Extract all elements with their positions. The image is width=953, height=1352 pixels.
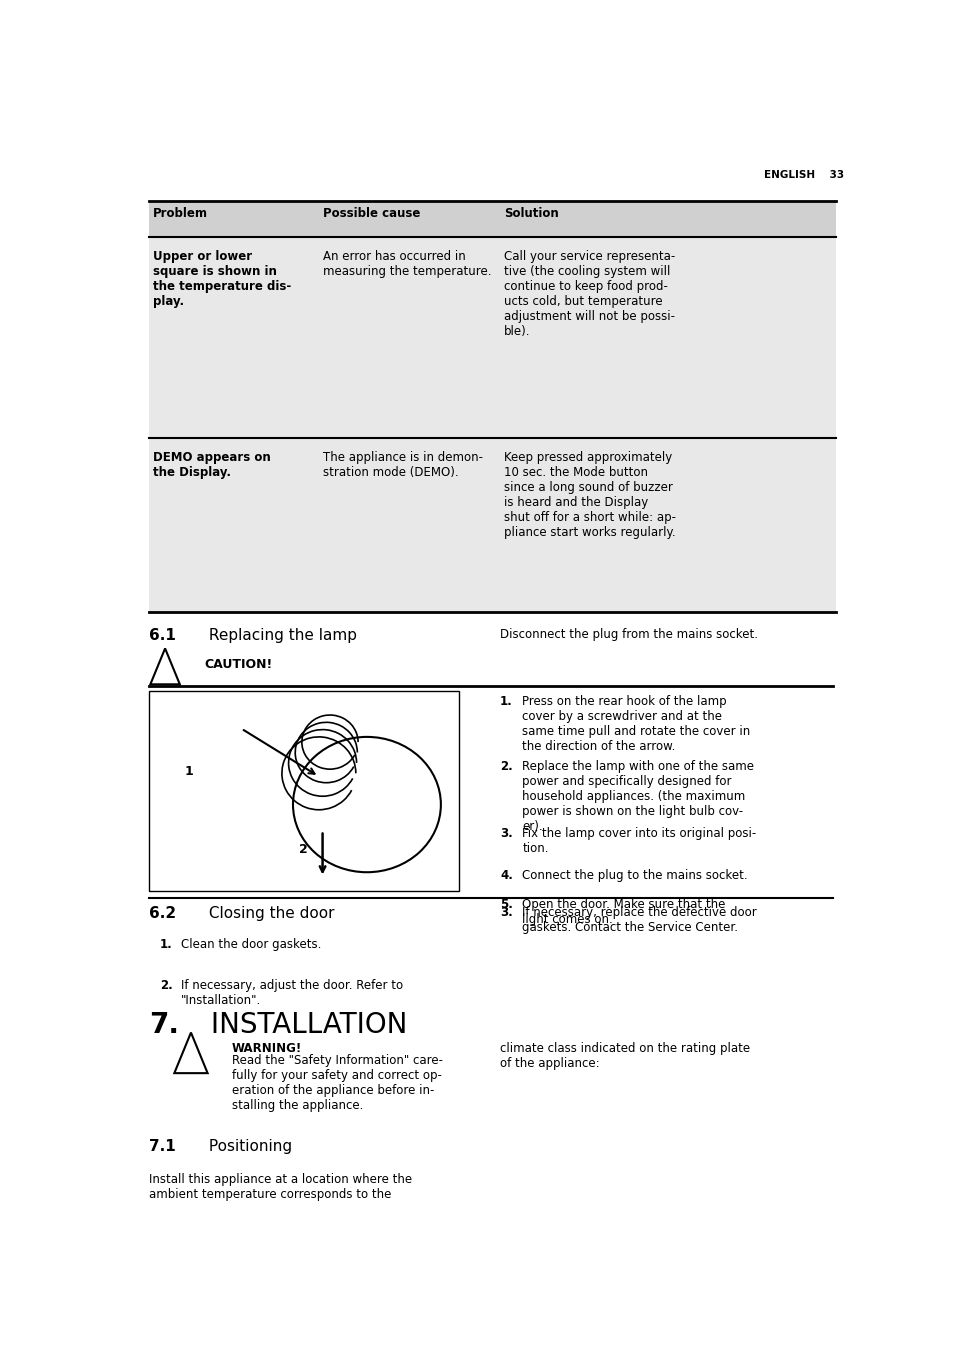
Text: Call your service representa-
tive (the cooling system will
continue to keep foo: Call your service representa- tive (the … [503, 250, 675, 338]
Text: An error has occurred in
measuring the temperature.: An error has occurred in measuring the t… [322, 250, 491, 277]
Text: Clean the door gaskets.: Clean the door gaskets. [180, 938, 320, 950]
Text: DEMO appears on
the Display.: DEMO appears on the Display. [152, 450, 270, 479]
Text: 3.: 3. [499, 827, 512, 841]
Text: Disconnect the plug from the mains socket.: Disconnect the plug from the mains socke… [499, 627, 758, 641]
Text: climate class indicated on the rating plate
of the appliance:: climate class indicated on the rating pl… [499, 1042, 749, 1069]
Text: Press on the rear hook of the lamp
cover by a screwdriver and at the
same time p: Press on the rear hook of the lamp cover… [521, 695, 750, 753]
Text: Keep pressed approximately
10 sec. the Mode button
since a long sound of buzzer
: Keep pressed approximately 10 sec. the M… [503, 450, 675, 538]
Text: Replacing the lamp: Replacing the lamp [204, 627, 357, 642]
Text: 5.: 5. [499, 898, 513, 911]
Text: 6.2: 6.2 [149, 906, 175, 921]
Text: If necessary, replace the defective door
gaskets. Contact the Service Center.: If necessary, replace the defective door… [521, 906, 756, 933]
Text: 7.: 7. [149, 1011, 178, 1038]
Text: Solution: Solution [503, 207, 558, 220]
Text: Possible cause: Possible cause [322, 207, 419, 220]
Text: 2: 2 [298, 842, 308, 856]
Text: 3.: 3. [499, 906, 512, 918]
Text: Replace the lamp with one of the same
power and specifically designed for
househ: Replace the lamp with one of the same po… [521, 760, 754, 833]
Bar [149, 438, 836, 612]
Text: Install this appliance at a location where the
ambient temperature corresponds t: Install this appliance at a location whe… [149, 1174, 412, 1201]
Text: CAUTION!: CAUTION! [204, 658, 273, 671]
Text: 2.: 2. [160, 979, 172, 992]
Text: !: ! [162, 661, 168, 675]
Text: Connect the plug to the mains socket.: Connect the plug to the mains socket. [521, 869, 747, 882]
Text: !: ! [188, 1048, 194, 1063]
Bar [149, 237, 836, 438]
Text: Positioning: Positioning [204, 1138, 292, 1153]
Text: 1.: 1. [160, 938, 172, 950]
Text: Closing the door: Closing the door [204, 906, 335, 921]
Text: INSTALLATION: INSTALLATION [202, 1011, 407, 1038]
Text: Read the "Safety Information" care-
fully for your safety and correct op-
eratio: Read the "Safety Information" care- full… [232, 1055, 442, 1113]
Ellipse shape [293, 737, 440, 872]
Text: The appliance is in demon-
stration mode (DEMO).: The appliance is in demon- stration mode… [322, 450, 482, 479]
Text: 1.: 1. [499, 695, 512, 708]
Text: 4.: 4. [499, 869, 513, 882]
Text: If necessary, adjust the door. Refer to
"Installation".: If necessary, adjust the door. Refer to … [180, 979, 402, 1007]
Text: Fix the lamp cover into its original posi-
tion.: Fix the lamp cover into its original pos… [521, 827, 756, 856]
Text: 7.1: 7.1 [149, 1138, 175, 1153]
Text: 6.1: 6.1 [149, 627, 175, 642]
Text: Problem: Problem [152, 207, 208, 220]
Text: ENGLISH    33: ENGLISH 33 [763, 169, 842, 180]
Text: WARNING!: WARNING! [232, 1042, 301, 1055]
Text: 2.: 2. [499, 760, 512, 773]
Text: 1: 1 [184, 765, 193, 777]
Text: Open the door. Make sure that the
light comes on.: Open the door. Make sure that the light … [521, 898, 725, 926]
Bar [149, 691, 459, 891]
Text: Upper or lower
square is shown in
the temperature dis-
play.: Upper or lower square is shown in the te… [152, 250, 291, 308]
Bar [149, 200, 836, 237]
